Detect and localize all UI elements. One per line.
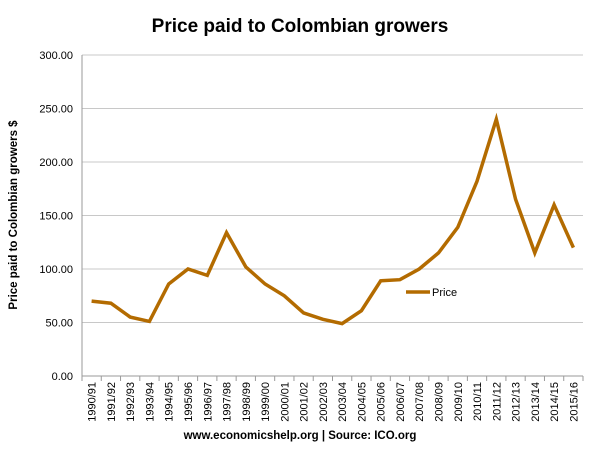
y-tick-label: 200.00: [39, 157, 73, 169]
x-tick-label: 2007/08: [414, 382, 426, 422]
x-tick-label: 2013/14: [530, 382, 542, 422]
x-tick-label: 2001/02: [299, 382, 311, 422]
x-tick-label: 2002/03: [318, 382, 330, 422]
x-tick-label: 1998/99: [241, 382, 253, 422]
x-tick-label: 1996/97: [202, 382, 214, 422]
x-tick-label: 2000/01: [279, 382, 291, 422]
x-tick-label: 2005/06: [376, 382, 388, 422]
source-note: www.economicshelp.org | Source: ICO.org: [183, 430, 417, 442]
x-tick-label: 2012/13: [511, 382, 523, 422]
x-tick-label: 1993/94: [144, 382, 156, 422]
x-tick-label: 2009/10: [453, 382, 465, 422]
y-tick-label: 300.00: [39, 50, 73, 62]
x-tick-label: 2011/12: [491, 382, 503, 421]
x-tick-label: 1994/95: [164, 382, 176, 422]
x-tick-label: 1991/92: [106, 382, 118, 422]
x-tick-label: 2014/15: [549, 382, 561, 422]
x-tick-label: 2008/09: [433, 382, 445, 422]
x-tick-label: 1999/00: [260, 382, 272, 422]
x-tick-label: 2006/07: [395, 382, 407, 422]
y-tick-label: 50.00: [45, 318, 73, 330]
x-tick-label: 1992/93: [125, 382, 137, 422]
y-tick-label: 0.00: [52, 371, 73, 383]
x-tick-label: 1997/98: [222, 382, 234, 422]
y-tick-label: 100.00: [39, 264, 73, 276]
x-tick-label: 2003/04: [337, 382, 349, 422]
series-line-price: [91, 112, 575, 326]
x-tick-label: 2004/05: [356, 382, 368, 422]
chart-title: Price paid to Colombian growers: [151, 16, 449, 37]
x-tick-label: 1995/96: [183, 382, 195, 422]
x-tick-label: 2010/11: [472, 382, 484, 421]
y-tick-label: 250.00: [39, 104, 73, 116]
x-tick-label: 1990/91: [87, 382, 99, 422]
legend-label: Price: [432, 287, 457, 299]
x-tick-label: 2015/16: [568, 382, 580, 422]
y-tick-label: 150.00: [39, 211, 73, 223]
